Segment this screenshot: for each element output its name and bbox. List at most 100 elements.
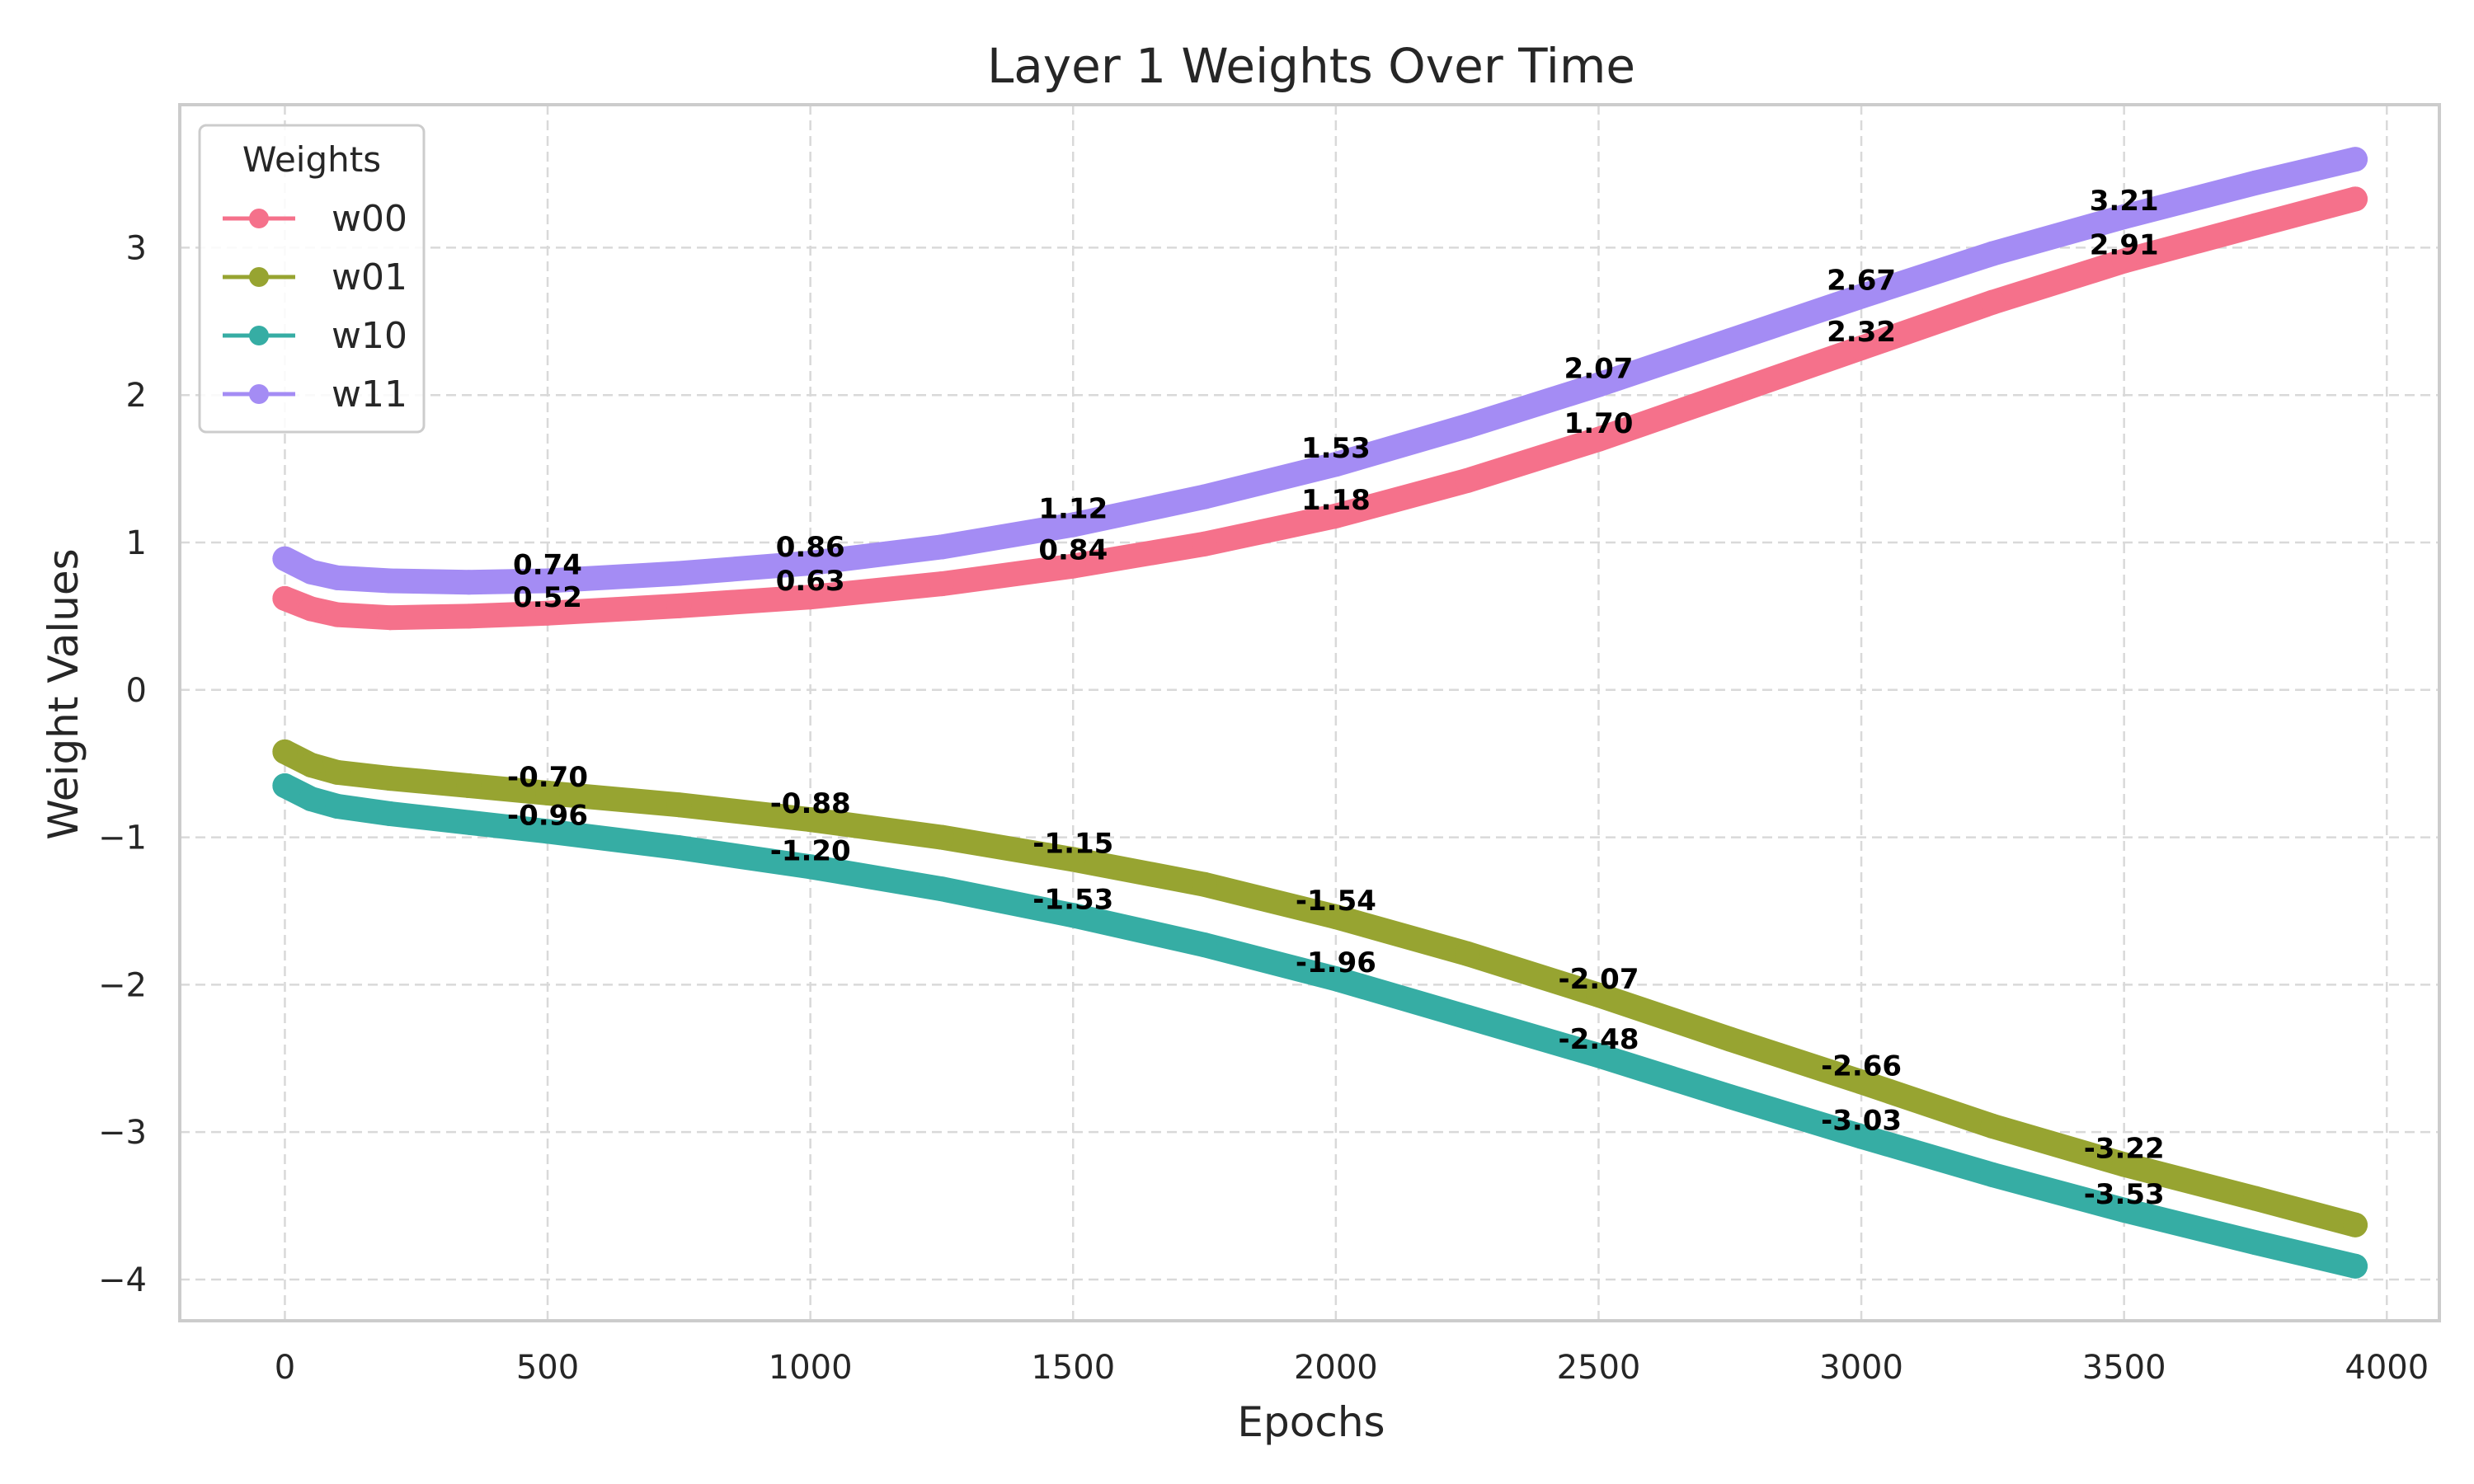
data-label-w01: -1.15 xyxy=(1032,827,1113,860)
data-point-w00 xyxy=(325,602,350,627)
data-label-w01: -2.07 xyxy=(1559,963,1639,996)
data-point-w00 xyxy=(1323,503,1348,528)
data-point-w11 xyxy=(1717,328,1743,354)
data-point-w00 xyxy=(2111,248,2137,274)
data-label-w00: 0.52 xyxy=(513,581,582,614)
data-point-w11 xyxy=(1980,241,2006,266)
data-point-w01 xyxy=(2111,1152,2137,1177)
data-label-w00: 0.63 xyxy=(776,565,845,598)
legend-marker-w01 xyxy=(249,267,269,287)
data-point-w00 xyxy=(299,596,324,622)
data-point-w00 xyxy=(1192,531,1217,556)
data-labels: 0.52 0.63 0.84 1.18 1.70 2.32 2.91 -0.70 -0.88 -1… xyxy=(507,185,2165,1211)
data-point-w11 xyxy=(1061,512,1086,538)
data-point-w10 xyxy=(929,876,954,902)
data-label-w10: -1.53 xyxy=(1032,883,1113,916)
data-point-w00 xyxy=(1455,467,1480,493)
x-tick-label: 500 xyxy=(516,1349,579,1387)
x-tick-label: 3500 xyxy=(2082,1349,2166,1387)
y-tick-label: −2 xyxy=(98,966,147,1004)
data-point-w00 xyxy=(929,571,954,597)
data-label-w10: -3.53 xyxy=(2084,1178,2165,1211)
data-label-w10: -2.48 xyxy=(1559,1023,1639,1056)
y-tick-label: 0 xyxy=(126,672,147,710)
y-tick-label: −1 xyxy=(98,819,147,857)
data-point-w00 xyxy=(2243,213,2268,238)
data-point-w11 xyxy=(929,534,954,560)
data-point-w10 xyxy=(299,787,324,812)
series-line-w10 xyxy=(272,773,2368,1279)
data-point-w10 xyxy=(2243,1230,2268,1256)
y-tick-label: 3 xyxy=(126,229,147,267)
data-point-w01 xyxy=(535,780,560,805)
data-point-w01 xyxy=(1061,847,1086,872)
data-point-w00 xyxy=(535,600,560,626)
data-label-w00: 1.18 xyxy=(1301,484,1371,517)
legend-marker-w10 xyxy=(249,326,269,345)
data-point-w11 xyxy=(1586,372,1611,397)
x-axis: 0 500 1000 1500 2000 2500 3000 3500 4000 xyxy=(275,1349,2429,1387)
data-label-w10: -1.96 xyxy=(1296,946,1376,979)
data-point-w11 xyxy=(2343,147,2368,172)
x-tick-label: 4000 xyxy=(2345,1349,2429,1387)
data-point-w01 xyxy=(1586,982,1611,1007)
data-label-w01: -0.70 xyxy=(507,761,588,794)
data-point-w01 xyxy=(1323,904,1348,930)
y-axis: 3 2 1 0 −1 −2 −3 −4 xyxy=(98,229,147,1299)
data-point-w11 xyxy=(1849,284,1874,309)
data-point-w10 xyxy=(535,819,560,844)
data-label-w00: 1.70 xyxy=(1564,407,1634,440)
legend-marker-w11 xyxy=(249,384,269,404)
series-line-w00 xyxy=(272,186,2368,631)
legend-label-w01: w01 xyxy=(332,256,407,298)
data-point-w11 xyxy=(2111,204,2137,229)
data-point-w01 xyxy=(797,807,823,833)
legend-marker-w00 xyxy=(249,209,269,228)
data-point-w11 xyxy=(1192,484,1217,510)
y-tick-label: −4 xyxy=(98,1261,147,1299)
series-line-w11 xyxy=(272,147,2368,595)
data-label-w11: 0.86 xyxy=(776,531,845,564)
data-point-w00 xyxy=(1717,381,1743,406)
data-point-w10 xyxy=(1323,966,1348,992)
data-label-w00: 2.91 xyxy=(2090,229,2159,262)
data-point-w10 xyxy=(1849,1124,1874,1149)
data-label-w11: 1.12 xyxy=(1038,493,1108,526)
series-line-w01 xyxy=(272,739,2368,1237)
data-label-w11: 0.74 xyxy=(513,549,582,582)
chart-title: Layer 1 Weights Over Time xyxy=(987,38,1635,94)
x-tick-label: 1500 xyxy=(1031,1349,1115,1387)
data-point-w00 xyxy=(1586,426,1611,452)
data-label-w01: -2.66 xyxy=(1821,1050,1902,1082)
plot-frame xyxy=(178,103,2441,1322)
x-tick-label: 1000 xyxy=(769,1349,853,1387)
data-point-w11 xyxy=(299,559,324,585)
data-point-w10 xyxy=(325,794,350,819)
x-tick-label: 2000 xyxy=(1294,1349,1378,1387)
data-point-w01 xyxy=(456,773,482,798)
data-label-w01: -0.88 xyxy=(770,787,851,820)
data-point-w01 xyxy=(1849,1069,1874,1095)
data-point-w10 xyxy=(2343,1253,2368,1279)
data-point-w00 xyxy=(1061,553,1086,579)
data-point-w11 xyxy=(456,570,482,595)
data-point-w10 xyxy=(1586,1043,1611,1068)
y-axis-label: Weight Values xyxy=(40,548,87,839)
y-tick-label: 2 xyxy=(126,377,147,415)
data-label-w00: 0.84 xyxy=(1038,534,1108,567)
data-point-w11 xyxy=(1323,452,1348,477)
data-point-w01 xyxy=(1455,941,1480,966)
data-label-w10: -0.96 xyxy=(507,799,588,832)
data-point-w10 xyxy=(272,773,298,798)
data-point-w10 xyxy=(456,810,482,835)
data-label-w01: -3.22 xyxy=(2084,1133,2165,1166)
data-label-w11: 1.53 xyxy=(1301,432,1371,465)
data-label-w11: 2.67 xyxy=(1827,264,1896,297)
y-tick-label: −3 xyxy=(98,1114,147,1152)
data-point-w11 xyxy=(535,568,560,594)
data-point-w00 xyxy=(1849,336,1874,360)
data-point-w00 xyxy=(456,603,482,629)
x-tick-label: 3000 xyxy=(1819,1349,1903,1387)
data-point-w10 xyxy=(797,854,823,880)
data-point-w10 xyxy=(1455,1004,1480,1030)
